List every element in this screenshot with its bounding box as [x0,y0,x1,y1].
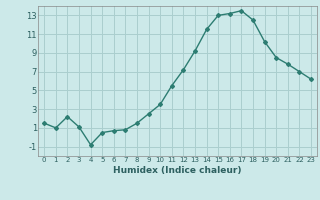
X-axis label: Humidex (Indice chaleur): Humidex (Indice chaleur) [113,166,242,175]
